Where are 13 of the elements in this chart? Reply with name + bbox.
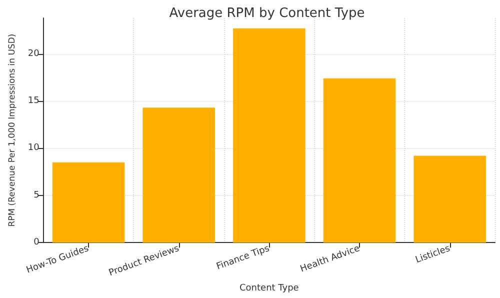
y-axis-title: RPM (Revenue Per 1,000 Impressions in USD) — [8, 34, 18, 227]
bar — [233, 28, 306, 243]
y-tick-label: 20 — [28, 48, 40, 59]
x-tick-label: Health Advice — [299, 244, 362, 275]
y-tick-label: 10 — [28, 143, 40, 154]
bar — [414, 156, 486, 243]
x-axis-title: Content Type — [240, 284, 300, 294]
y-tick-label: 5 — [34, 190, 40, 200]
bar — [323, 78, 396, 243]
bar — [142, 108, 215, 243]
chart-title: Average RPM by Content Type — [169, 6, 365, 21]
bar — [52, 162, 125, 243]
y-tick-label: 15 — [28, 96, 40, 106]
